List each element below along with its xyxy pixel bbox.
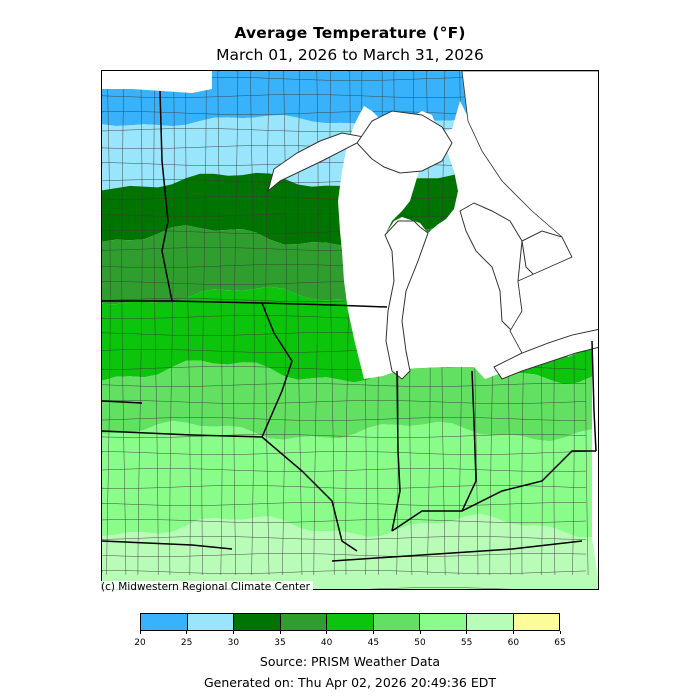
legend-swatch-55-60 <box>466 614 514 630</box>
legend-tick: 65 <box>545 631 575 648</box>
generated-timestamp: Generated on: Thu Apr 02, 2026 20:49:36 … <box>203 675 496 690</box>
legend-swatch-20-25 <box>141 614 188 630</box>
legend-swatch-35-40 <box>280 614 328 630</box>
legend-swatch-25-30 <box>187 614 235 630</box>
border-oh-pa <box>591 340 597 452</box>
area-outside-domain <box>461 71 598 354</box>
border-wi-il <box>261 302 388 308</box>
legend-tick: 45 <box>358 631 388 648</box>
border-ia-mo <box>102 430 263 438</box>
lake-superior <box>267 132 366 193</box>
lake-michigan <box>384 220 429 380</box>
legend-tick: 30 <box>218 631 248 648</box>
temperature-band-50-55 <box>102 420 592 538</box>
legend-tick-labels: 20 25 30 35 40 45 50 55 60 65 <box>134 631 566 651</box>
legend-swatch-30-35 <box>234 614 281 630</box>
map-date-range: March 01, 2026 to March 31, 2026 <box>216 46 484 64</box>
legend-tick: 20 <box>125 631 155 648</box>
temperature-band-55-60 <box>102 513 598 589</box>
border-ne-ks <box>102 400 143 404</box>
legend-tick: 25 <box>172 631 202 648</box>
border-ia-il <box>261 302 293 438</box>
lake-huron <box>459 202 523 332</box>
border-mn-wi <box>159 90 173 302</box>
border-il-in <box>391 370 401 532</box>
legend-tick: 50 <box>405 631 435 648</box>
border-ohio-river <box>391 450 596 532</box>
map-credit: (c) Midwestern Regional Climate Center <box>101 581 313 593</box>
map-canvas <box>102 71 598 589</box>
border-ar-mo <box>102 540 233 550</box>
map-title: Average Temperature (°F) <box>234 24 466 42</box>
border-ky-tn <box>331 540 583 562</box>
area-canada <box>102 71 212 93</box>
data-source: Source: PRISM Weather Data <box>259 654 441 669</box>
border-mn-ia <box>102 300 263 304</box>
temperature-map <box>101 70 599 590</box>
border-mo-ky <box>261 436 358 552</box>
legend-tick: 40 <box>312 631 342 648</box>
legend-tick: 60 <box>498 631 528 648</box>
border-in-oh <box>461 370 477 512</box>
legend-tick: 55 <box>452 631 482 648</box>
legend-swatch-40-45 <box>327 614 374 630</box>
legend-swatch-45-50 <box>373 614 421 630</box>
legend-swatch-50-55 <box>420 614 467 630</box>
temperature-band-20-25-patch <box>372 189 397 205</box>
legend-swatch-60-65 <box>513 614 560 630</box>
legend-colorbar <box>140 613 560 631</box>
lake-superior-east <box>356 110 453 174</box>
legend-tick: 35 <box>265 631 295 648</box>
